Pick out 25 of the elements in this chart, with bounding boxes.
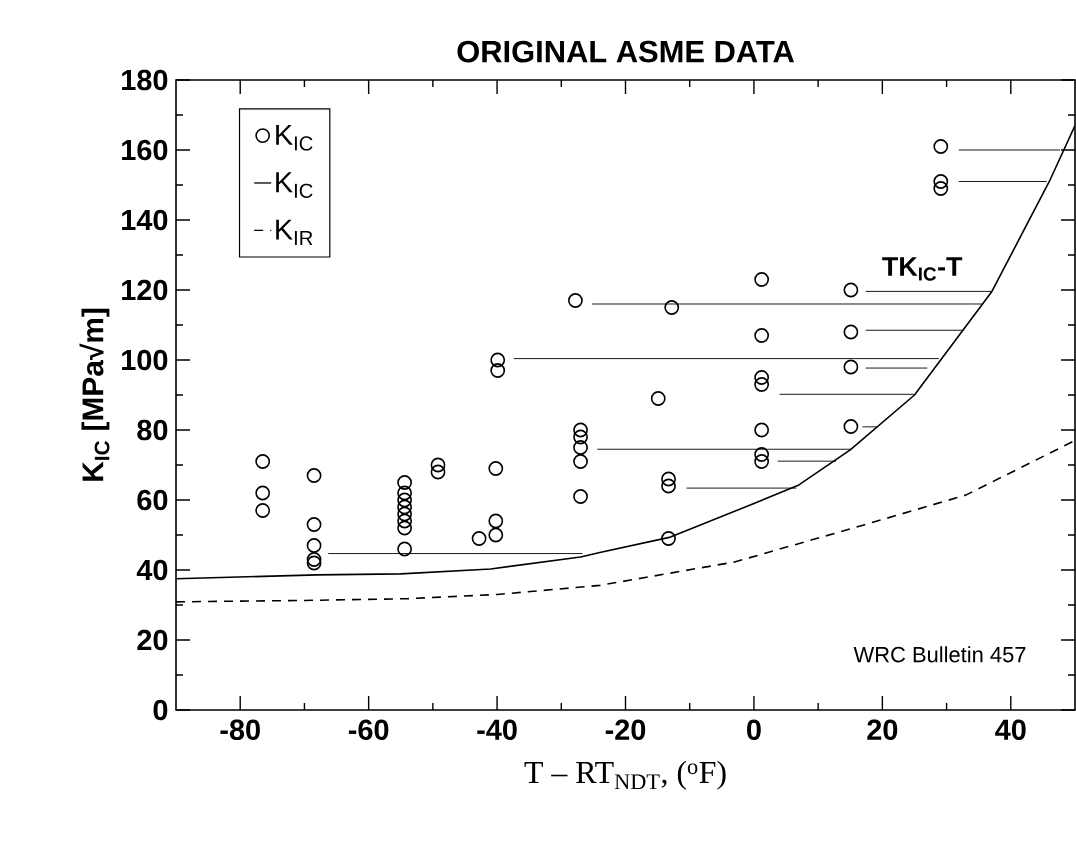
- legend-label: K$_{IC}$: [276, 124, 313, 151]
- y-tick-label: 180: [122, 69, 168, 91]
- y-tick-label: 160: [122, 139, 168, 161]
- chart-title: ORIGINAL ASME DATA: [457, 40, 794, 63]
- legend-label: K$_{IC}$: [276, 172, 313, 198]
- x-tick-label: 0: [747, 719, 761, 740]
- y-axis-title: K$_{IC}$ [MPa√m]: [79, 308, 110, 481]
- x-tick-label: 20: [867, 719, 898, 740]
- x-tick-label: -40: [477, 719, 517, 740]
- annotation: TK$_{IC}$-T: [882, 257, 963, 281]
- legend-label: K$_{IR}$: [276, 219, 313, 245]
- y-tick-label: 100: [122, 349, 168, 371]
- x-tick-label: -20: [605, 719, 646, 740]
- y-tick-label: 60: [137, 489, 168, 511]
- y-tick-label: 40: [136, 559, 168, 581]
- y-tick-label: 0: [153, 699, 168, 721]
- y-tick-label: 120: [122, 279, 168, 301]
- y-tick-label: 20: [137, 629, 168, 651]
- x-tick-label: -80: [220, 719, 260, 740]
- x-tick-label: -60: [348, 719, 389, 740]
- y-tick-label: 140: [122, 209, 168, 231]
- y-tick-label: 80: [137, 419, 168, 441]
- x-axis-title: T – RT$_{NDT}$, ($^{o}$F): [524, 760, 726, 790]
- annotation: WRC Bulletin 457: [853, 646, 1026, 663]
- x-tick-label: 40: [995, 719, 1026, 740]
